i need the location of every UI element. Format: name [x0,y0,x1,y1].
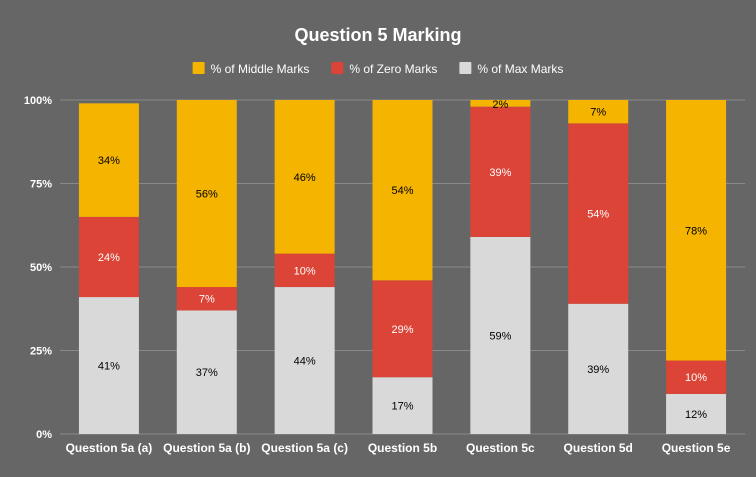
bar-segment [666,360,727,394]
bar-segment [372,100,433,281]
data-label: 78% [685,225,707,237]
data-label: 54% [391,185,413,197]
data-label: 24% [98,252,120,264]
x-category-label: Question 5d [564,441,633,455]
data-label: 2% [492,99,508,111]
bar-segment [470,106,531,237]
y-tick-label: 50% [30,262,52,274]
data-label: 7% [590,107,606,119]
x-category-label: Question 5e [662,441,731,455]
data-label: 37% [196,367,218,379]
x-category-label: Question 5c [466,441,535,455]
y-tick-label: 25% [30,346,52,358]
y-tick-label: 0% [36,429,52,441]
chart-title: Question 5 Marking [294,25,461,45]
data-label: 34% [98,155,120,167]
bar-segment [78,103,139,217]
legend: % of Middle Marks % of Zero Marks % of Max… [192,62,563,76]
data-label: 46% [294,172,316,184]
y-axis-ticks: 0% 25% 50% 75% 100% [24,95,52,441]
legend-swatch [459,62,472,74]
x-category-label: Question 5a (c) [261,441,348,455]
legend-label: % of Middle Marks [211,62,310,76]
data-label: 17% [391,401,413,413]
bar-segment [372,280,433,378]
data-label: 56% [196,189,218,201]
legend-swatch [192,62,205,74]
x-category-label: Question 5a (a) [66,441,153,455]
bars [78,100,727,434]
x-category-label: Question 5b [368,441,437,455]
data-labels: 41% 24% 34% 37% 7% 56% 44% 10% 46% 17% 29% 54% 59% 39… [98,99,707,421]
bar-segment [78,297,139,434]
y-tick-label: 100% [24,95,52,107]
data-label: 10% [685,372,707,384]
data-label: 39% [489,167,511,179]
legend-label: % of Zero Marks [349,62,437,76]
x-axis-categories: Question 5a (a) Question 5a (b) Question 5… [66,441,731,455]
bar-segment [274,100,335,254]
bar-segment [666,100,727,361]
data-label: 41% [98,361,120,373]
data-label: 39% [587,364,609,376]
x-category-label: Question 5a (b) [163,441,250,455]
bar-segment [274,287,335,434]
legend-swatch [331,62,344,74]
bar-segment [568,123,629,304]
bar-segment [176,310,237,434]
bar-segment [568,303,629,434]
bar-segment [176,100,237,288]
data-label: 29% [391,324,413,336]
y-tick-label: 75% [30,179,52,191]
legend-item: % of Middle Marks [192,62,310,76]
data-label: 12% [685,409,707,421]
data-label: 7% [199,294,215,306]
legend-item: % of Max Marks [459,62,563,76]
bar-segment [176,287,237,311]
bar-segment [78,216,139,298]
data-label: 54% [587,209,609,221]
bar-segment [568,100,629,124]
data-label: 59% [489,330,511,342]
bar-segment [372,377,433,434]
bar-segment [274,253,335,288]
legend-item: % of Zero Marks [331,62,437,76]
bar-segment [666,393,727,434]
bar-segment [470,236,531,434]
data-label: 44% [294,356,316,368]
bar-segment [470,100,531,107]
legend-label: % of Max Marks [477,62,563,76]
data-label: 10% [294,265,316,277]
